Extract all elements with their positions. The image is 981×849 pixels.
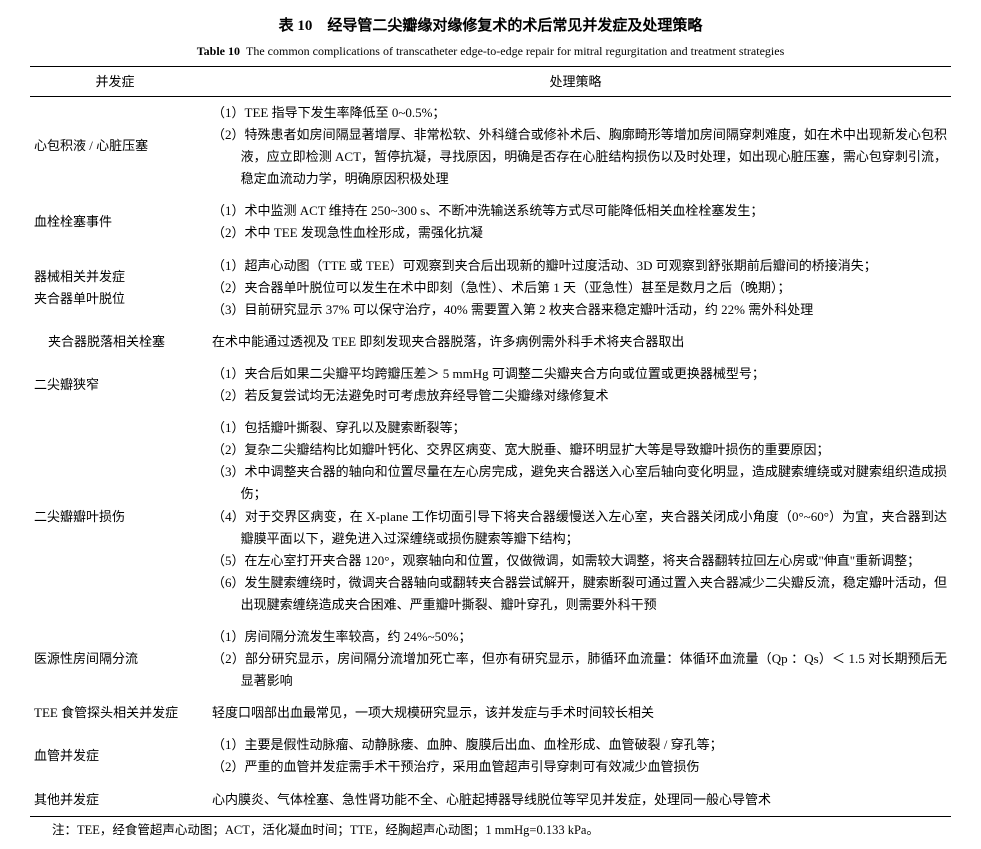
strategy-line: （2）特殊患者如房间隔显著增厚、非常松软、外科缝合或修补术后、胸廓畸形等增加房间… [212,124,947,190]
table-row: 医源性房间隔分流（1）房间隔分流发生率较高，约 24%~50%；（2）部分研究显… [30,621,951,697]
complication-cell: 血栓栓塞事件 [30,195,200,249]
strategy-line: （2）夹合器单叶脱位可以发生在术中即刻（急性）、术后第 1 天（亚急性）甚至是数… [212,277,947,299]
strategy-line: 心内膜炎、气体栓塞、急性肾功能不全、心脏起搏器导线脱位等罕见并发症，处理同一般心… [212,789,947,811]
table-row: 二尖瓣狭窄 （1）夹合后如果二尖瓣平均跨瓣压差＞ 5 mmHg 可调整二尖瓣夹合方… [30,358,951,412]
header-strategy: 处理策略 [200,66,951,97]
table-body: 心包积液 / 心脏压塞（1）TEE 指导下发生率降低至 0~0.5%；（2）特殊… [30,97,951,817]
complications-table: 并发症 处理策略 心包积液 / 心脏压塞（1）TEE 指导下发生率降低至 0~0… [30,66,951,817]
strategy-line: （3）目前研究显示 37% 可以保守治疗，40% 需要置入第 2 枚夹合器来稳定… [212,299,947,321]
table-row: TEE 食管探头相关并发症轻度口咽部出血最常见，一项大规模研究显示，该并发症与手… [30,697,951,729]
table-row: 血栓栓塞事件 （1）术中监测 ACT 维持在 250~300 s、不断冲洗输送系统… [30,195,951,249]
strategy-line: （5）在左心室打开夹合器 120°，观察轴向和位置，仅做微调，如需较大调整，将夹… [212,550,947,572]
strategy-cell: （1）主要是假性动脉瘤、动静脉瘘、血肿、腹膜后出血、血栓形成、血管破裂 / 穿孔… [200,729,951,783]
title-en-text: The common complications of transcathete… [246,44,784,58]
strategy-line: （4）对于交界区病变，在 X-plane 工作切面引导下将夹合器缓慢送入左心室，… [212,506,947,550]
complication-cell: 夹合器脱落相关栓塞 [30,326,200,358]
table-row: 夹合器脱落相关栓塞在术中能通过透视及 TEE 即刻发现夹合器脱落，许多病例需外科… [30,326,951,358]
complication-cell: 二尖瓣狭窄 [30,358,200,412]
table-row: 二尖瓣瓣叶损伤（1）包括瓣叶撕裂、穿孔以及腱索断裂等；（2）复杂二尖瓣结构比如瓣… [30,412,951,621]
complication-cell: 医源性房间隔分流 [30,621,200,697]
strategy-line: （3）术中调整夹合器的轴向和位置尽量在左心房完成，避免夹合器送入心室后轴向变化明… [212,461,947,505]
strategy-line: （2）术中 TEE 发现急性血栓形成，需强化抗凝 [212,222,947,244]
strategy-line: （1）超声心动图（TTE 或 TEE）可观察到夹合后出现新的瓣叶过度活动、3D … [212,255,947,277]
strategy-cell: （1）术中监测 ACT 维持在 250~300 s、不断冲洗输送系统等方式尽可能… [200,195,951,249]
strategy-cell: （1）包括瓣叶撕裂、穿孔以及腱索断裂等；（2）复杂二尖瓣结构比如瓣叶钙化、交界区… [200,412,951,621]
strategy-line: （1）夹合后如果二尖瓣平均跨瓣压差＞ 5 mmHg 可调整二尖瓣夹合方向或位置或… [212,363,947,385]
table-footnote: 注：TEE，经食管超声心动图；ACT，活化凝血时间；TTE，经胸超声心动图；1 … [30,817,951,840]
table-row: 血管并发症 （1）主要是假性动脉瘤、动静脉瘘、血肿、腹膜后出血、血栓形成、血管破裂… [30,729,951,783]
strategy-line: （1）主要是假性动脉瘤、动静脉瘘、血肿、腹膜后出血、血栓形成、血管破裂 / 穿孔… [212,734,947,756]
strategy-line: （2）若反复尝试均无法避免时可考虑放弃经导管二尖瓣缘对缘修复术 [212,385,947,407]
strategy-cell: （1）房间隔分流发生率较高，约 24%~50%；（2）部分研究显示，房间隔分流增… [200,621,951,697]
strategy-line: （1）包括瓣叶撕裂、穿孔以及腱索断裂等； [212,417,947,439]
strategy-line: 轻度口咽部出血最常见，一项大规模研究显示，该并发症与手术时间较长相关 [212,702,947,724]
title-english: Table 10 The common complications of tra… [30,42,951,60]
strategy-line: （2）部分研究显示，房间隔分流增加死亡率，但亦有研究显示，肺循环血流量：体循环血… [212,648,947,692]
table-number-cn: 表 10 [279,18,313,34]
table-row: 器械相关并发症 夹合器单叶脱位 （1）超声心动图（TTE 或 TEE）可观察到夹合… [30,250,951,326]
table-number-en: Table 10 [197,44,240,58]
header-complication: 并发症 [30,66,200,97]
complication-cell: 二尖瓣瓣叶损伤 [30,412,200,621]
complication-cell: 血管并发症 [30,729,200,783]
strategy-line: （1）术中监测 ACT 维持在 250~300 s、不断冲洗输送系统等方式尽可能… [212,200,947,222]
complication-cell: 其他并发症 [30,784,200,817]
complication-cell: TEE 食管探头相关并发症 [30,697,200,729]
strategy-cell: 在术中能通过透视及 TEE 即刻发现夹合器脱落，许多病例需外科手术将夹合器取出 [200,326,951,358]
title-cn-text: 经导管二尖瓣缘对缘修复术的术后常见并发症及处理策略 [327,18,702,34]
strategy-cell: （1）夹合后如果二尖瓣平均跨瓣压差＞ 5 mmHg 可调整二尖瓣夹合方向或位置或… [200,358,951,412]
strategy-line: （1）房间隔分流发生率较高，约 24%~50%； [212,626,947,648]
complication-cell: 心包积液 / 心脏压塞 [30,97,200,196]
strategy-cell: （1）TEE 指导下发生率降低至 0~0.5%；（2）特殊患者如房间隔显著增厚、… [200,97,951,196]
strategy-line: 在术中能通过透视及 TEE 即刻发现夹合器脱落，许多病例需外科手术将夹合器取出 [212,331,947,353]
table-row: 心包积液 / 心脏压塞（1）TEE 指导下发生率降低至 0~0.5%；（2）特殊… [30,97,951,196]
strategy-line: （2）严重的血管并发症需手术干预治疗，采用血管超声引导穿刺可有效减少血管损伤 [212,756,947,778]
complication-cell: 器械相关并发症 夹合器单叶脱位 [30,250,200,326]
table-header-row: 并发症 处理策略 [30,66,951,97]
title-chinese: 表 10 经导管二尖瓣缘对缘修复术的术后常见并发症及处理策略 [30,15,951,38]
table-row: 其他并发症心内膜炎、气体栓塞、急性肾功能不全、心脏起搏器导线脱位等罕见并发症，处… [30,784,951,817]
strategy-line: （2）复杂二尖瓣结构比如瓣叶钙化、交界区病变、宽大脱垂、瓣环明显扩大等是导致瓣叶… [212,439,947,461]
strategy-cell: （1）超声心动图（TTE 或 TEE）可观察到夹合后出现新的瓣叶过度活动、3D … [200,250,951,326]
strategy-cell: 轻度口咽部出血最常见，一项大规模研究显示，该并发症与手术时间较长相关 [200,697,951,729]
strategy-cell: 心内膜炎、气体栓塞、急性肾功能不全、心脏起搏器导线脱位等罕见并发症，处理同一般心… [200,784,951,817]
strategy-line: （1）TEE 指导下发生率降低至 0~0.5%； [212,102,947,124]
strategy-line: （6）发生腱索缠绕时，微调夹合器轴向或翻转夹合器尝试解开，腱索断裂可通过置入夹合… [212,572,947,616]
